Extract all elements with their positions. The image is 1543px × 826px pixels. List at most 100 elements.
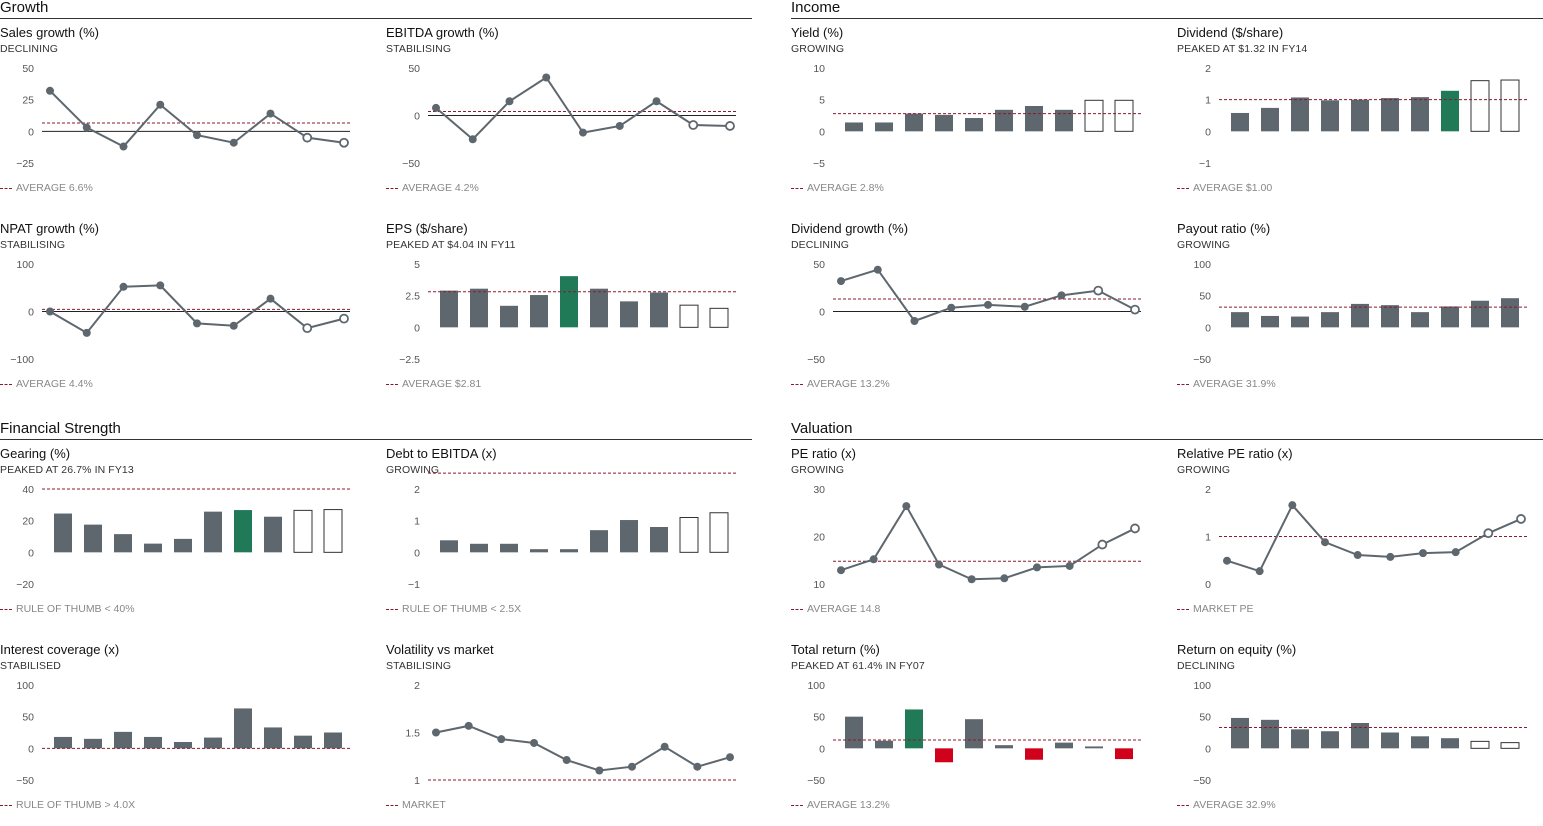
- chart-title: EPS ($/share): [386, 221, 468, 236]
- bar: [905, 113, 923, 132]
- bar: [1291, 316, 1309, 328]
- y-tick-label: 2: [414, 484, 420, 496]
- y-tick-label: −50: [1193, 775, 1211, 787]
- chart-subtitle: GROWING: [386, 464, 440, 476]
- chart-svg: 2 1 0: [1205, 484, 1527, 591]
- y-tick-label: 50: [813, 712, 825, 724]
- chart-footer: RULE OF THUMB < 2.5X: [386, 603, 521, 615]
- chart-panel: Dividend ($/share) PEAKED AT $1.32 IN FY1…: [1177, 17, 1543, 209]
- data-point: [1057, 291, 1066, 300]
- chart-title: PE ratio (x): [791, 446, 857, 461]
- data-point: [193, 319, 201, 328]
- data-point: [726, 753, 734, 762]
- chart-footer: AVERAGE 4.4%: [0, 378, 93, 390]
- chart-svg: 2 1 0 −1: [1199, 63, 1527, 170]
- data-point: [302, 132, 313, 143]
- bar: [1025, 748, 1043, 760]
- chart-panel: Relative PE ratio (x) GROWING 2 1 0 MARKET PE: [1177, 438, 1543, 630]
- reference-legend-swatch: [0, 187, 12, 189]
- bar: [1411, 736, 1429, 749]
- chart-svg: 30 20 10: [813, 484, 1141, 591]
- y-tick-label: −1: [1199, 158, 1211, 170]
- y-tick-label: 0: [414, 322, 420, 334]
- y-tick-label: 5: [819, 95, 825, 107]
- bar: [965, 719, 983, 749]
- y-tick-label: 20: [22, 516, 34, 528]
- chart-footer: AVERAGE 13.2%: [791, 799, 890, 811]
- y-tick-label: −2.5: [399, 354, 420, 366]
- section-growth: Growth: [0, 0, 752, 19]
- data-point: [229, 138, 238, 147]
- bar: [845, 716, 863, 749]
- y-tick-label: 0: [819, 743, 825, 755]
- chart-svg: 5 2.5 0 −2.5: [399, 259, 736, 366]
- data-point: [339, 313, 349, 324]
- chart-panel: Volatility vs market STABILISING 2 1.5 1 MARK…: [386, 634, 758, 826]
- bar: [1261, 315, 1279, 328]
- reference-legend-label: AVERAGE $1.00: [1193, 182, 1273, 194]
- bar: [204, 511, 222, 553]
- reference-legend-swatch: [386, 608, 398, 610]
- data-point: [967, 575, 976, 584]
- reference-legend-swatch: [1177, 187, 1189, 189]
- bar: [1470, 80, 1490, 132]
- bar: [1351, 99, 1369, 132]
- data-point: [869, 555, 878, 564]
- data-point: [615, 121, 624, 130]
- data-point: [193, 131, 201, 140]
- chart-panel: PE ratio (x) GROWING 30 20 10 AVERAGE 14.8: [791, 438, 1163, 630]
- bar: [1441, 306, 1459, 328]
- chart-svg: 100 50 0 −50: [807, 680, 1141, 787]
- bar: [1500, 79, 1520, 132]
- bar: [1291, 97, 1309, 132]
- y-tick-label: 25: [22, 95, 34, 107]
- bar: [440, 540, 458, 553]
- chart-footer: AVERAGE 14.8: [791, 603, 880, 615]
- data-point: [530, 738, 538, 747]
- y-tick-label: 2: [1205, 63, 1211, 75]
- data-point: [339, 137, 349, 148]
- chart-svg: 100 50 0 −50: [16, 680, 350, 787]
- bar: [440, 290, 458, 328]
- bar: [995, 745, 1013, 749]
- bar: [1500, 742, 1520, 749]
- reference-legend-label: AVERAGE 6.6%: [16, 182, 93, 194]
- series-line: [840, 268, 1136, 323]
- y-tick-label: 0: [414, 111, 420, 123]
- y-tick-label: 50: [813, 259, 825, 271]
- chart-subtitle: PEAKED AT 26.7% IN FY13: [0, 464, 134, 476]
- bar: [935, 748, 953, 763]
- data-point: [1321, 538, 1329, 547]
- data-point: [119, 142, 128, 151]
- bar: [1321, 100, 1339, 132]
- reference-legend-swatch: [386, 804, 398, 806]
- chart-subtitle: STABILISING: [0, 239, 66, 251]
- chart-subtitle: DECLINING: [0, 43, 59, 55]
- chart-title: Dividend ($/share): [1177, 25, 1284, 40]
- bar: [1261, 719, 1279, 749]
- chart-footer: AVERAGE 4.2%: [386, 182, 479, 194]
- y-tick-label: 2: [1205, 484, 1211, 496]
- y-tick-label: 0: [1205, 579, 1211, 591]
- data-point: [902, 502, 911, 511]
- data-point: [935, 560, 943, 569]
- chart-title: Dividend growth (%): [791, 221, 909, 236]
- chart-svg: 10 5 0 −5: [813, 63, 1141, 170]
- data-point: [266, 109, 275, 118]
- data-point: [464, 721, 473, 730]
- chart-title: Interest coverage (x): [0, 642, 120, 657]
- data-point: [229, 321, 238, 330]
- y-tick-label: 5: [414, 259, 420, 271]
- data-point: [1255, 567, 1264, 576]
- y-tick-label: 20: [813, 532, 825, 544]
- chart-subtitle: PEAKED AT $1.32 IN FY14: [1177, 43, 1308, 55]
- chart-subtitle: PEAKED AT 61.4% IN FY07: [791, 660, 925, 672]
- bar: [204, 737, 222, 749]
- data-point: [1386, 552, 1395, 561]
- chart-panel: EPS ($/share) PEAKED AT $4.04 IN FY11 5 2.5…: [386, 213, 758, 405]
- bar: [174, 742, 192, 749]
- chart-title: Volatility vs market: [386, 642, 494, 657]
- data-point: [1033, 563, 1041, 572]
- chart-svg: 50 0 −50: [807, 259, 1141, 366]
- data-point: [82, 123, 91, 132]
